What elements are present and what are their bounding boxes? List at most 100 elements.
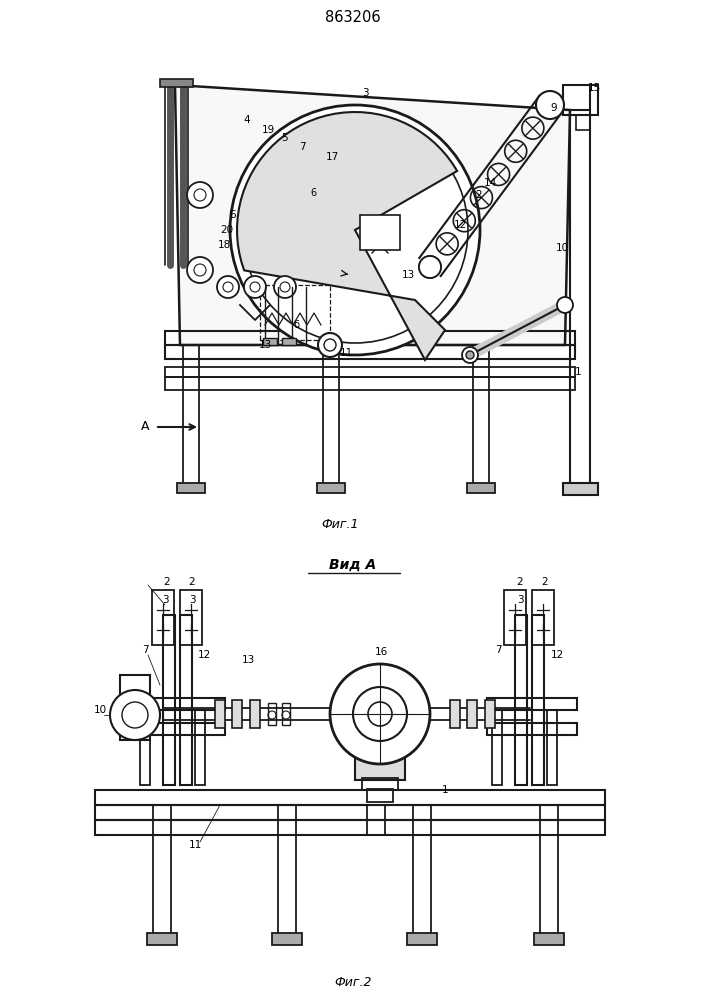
Circle shape — [187, 257, 213, 283]
Bar — [95, 805, 605, 820]
Bar — [272, 933, 302, 945]
Bar — [147, 933, 177, 945]
Text: 2: 2 — [542, 577, 549, 587]
Bar — [563, 85, 598, 115]
Text: б: б — [293, 320, 299, 330]
Bar — [467, 700, 477, 728]
Circle shape — [419, 256, 441, 278]
Text: 13: 13 — [258, 340, 271, 350]
Bar — [250, 700, 260, 728]
Bar — [534, 933, 564, 945]
Bar — [135, 723, 225, 735]
Text: 11: 11 — [339, 348, 353, 358]
Text: 6: 6 — [230, 210, 236, 220]
Text: 12: 12 — [197, 650, 211, 660]
Text: Фиг.2: Фиг.2 — [334, 976, 372, 988]
Text: 3: 3 — [189, 595, 195, 605]
Bar — [177, 483, 205, 493]
Text: 16: 16 — [375, 647, 387, 657]
Bar — [180, 590, 202, 645]
Circle shape — [244, 276, 266, 298]
Text: 14: 14 — [484, 178, 496, 188]
Bar — [515, 615, 527, 785]
Text: 1: 1 — [575, 367, 581, 377]
Bar — [532, 590, 554, 645]
Bar — [282, 703, 290, 725]
Bar — [450, 700, 460, 728]
Circle shape — [274, 276, 296, 298]
Bar — [165, 367, 575, 377]
Bar — [165, 331, 575, 345]
Circle shape — [110, 690, 160, 740]
Bar — [260, 285, 330, 340]
Bar — [367, 789, 393, 802]
Text: 863206: 863206 — [325, 10, 381, 25]
Text: 2: 2 — [476, 190, 482, 200]
Bar — [532, 615, 544, 785]
Text: 15: 15 — [588, 83, 601, 93]
Circle shape — [462, 347, 478, 363]
Text: Фиг.1: Фиг.1 — [321, 518, 358, 532]
Bar — [215, 700, 225, 728]
Circle shape — [466, 351, 474, 359]
Bar — [540, 805, 558, 935]
Bar — [152, 590, 174, 645]
Bar — [263, 338, 277, 345]
Bar — [120, 675, 150, 740]
Bar — [485, 700, 495, 728]
Bar — [268, 703, 276, 725]
Text: 18: 18 — [217, 240, 230, 250]
Bar — [95, 790, 605, 805]
Circle shape — [217, 276, 239, 298]
Bar — [180, 615, 192, 785]
Circle shape — [536, 91, 564, 119]
Text: 6: 6 — [310, 188, 316, 198]
Circle shape — [187, 182, 213, 208]
Bar — [473, 345, 489, 485]
Bar — [160, 79, 193, 87]
Bar — [317, 483, 345, 493]
Bar — [232, 700, 242, 728]
Text: 20: 20 — [221, 225, 233, 235]
Bar — [487, 698, 577, 710]
Text: 1: 1 — [442, 785, 448, 795]
Bar — [165, 377, 575, 390]
Text: 2: 2 — [164, 577, 170, 587]
Text: 7: 7 — [141, 645, 148, 655]
Text: 9: 9 — [551, 103, 557, 113]
Bar — [282, 338, 296, 345]
Bar — [355, 758, 405, 780]
Bar — [95, 820, 605, 835]
Text: 19: 19 — [262, 125, 274, 135]
Bar — [492, 710, 502, 785]
Text: 10: 10 — [556, 243, 568, 253]
Text: 3: 3 — [517, 595, 523, 605]
Bar — [413, 805, 431, 935]
Text: 13: 13 — [241, 655, 255, 665]
Circle shape — [122, 702, 148, 728]
Bar — [165, 345, 575, 359]
Circle shape — [557, 297, 573, 313]
Bar — [467, 483, 495, 493]
Bar — [563, 483, 598, 495]
Bar — [362, 778, 398, 790]
Text: 5: 5 — [281, 133, 288, 143]
Polygon shape — [237, 112, 457, 360]
Text: 2: 2 — [189, 577, 195, 587]
Bar — [153, 805, 171, 935]
Text: 3: 3 — [162, 595, 168, 605]
Bar — [323, 345, 339, 485]
Text: 4: 4 — [244, 115, 250, 125]
Polygon shape — [175, 85, 570, 345]
Text: 12: 12 — [453, 220, 467, 230]
Bar — [360, 215, 400, 250]
Text: 7: 7 — [495, 645, 501, 655]
Text: 12: 12 — [550, 650, 563, 660]
Bar — [183, 345, 199, 485]
Text: 17: 17 — [325, 152, 339, 162]
Text: 3: 3 — [362, 88, 368, 98]
Bar — [163, 615, 175, 785]
Text: 10: 10 — [93, 705, 107, 715]
Text: 13: 13 — [402, 270, 414, 280]
Text: 7: 7 — [298, 142, 305, 152]
